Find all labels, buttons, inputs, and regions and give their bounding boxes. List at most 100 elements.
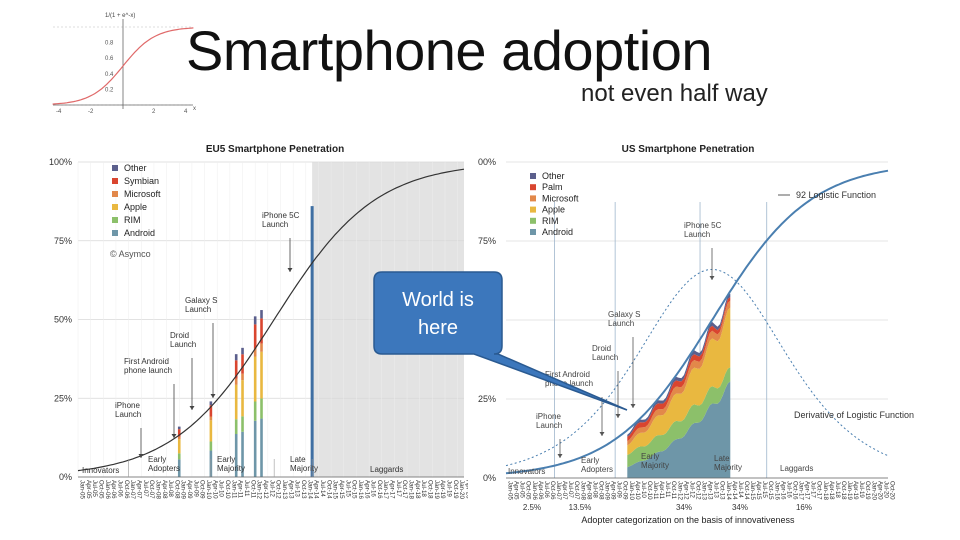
us-x-tick: Oct-18 (840, 481, 847, 500)
us-annotation-line: First Android (545, 370, 590, 379)
us-legend-swatch (530, 184, 536, 191)
eu5-category-label: Late Majority (290, 455, 318, 473)
eu5-x-tick: Jul-16 (370, 480, 377, 497)
eu5-bar-segment-rim (241, 416, 244, 432)
us-x-tick: Jul-05 (519, 481, 526, 498)
eu5-x-tick: Apr-08 (161, 480, 168, 499)
eu5-annotation-line: Launch (170, 340, 196, 349)
eu5-x-tick: Apr-15 (338, 480, 345, 499)
eu5-x-tick: Oct-06 (123, 480, 130, 499)
us-y-tick: 100% (478, 157, 496, 167)
eu5-bar-segment-microsoft (209, 416, 213, 421)
eu5-x-tick: Oct-09 (199, 480, 206, 499)
us-category-share: 34% (676, 503, 692, 512)
eu5-x-tick: Jul-11 (243, 480, 250, 497)
us-x-tick: Jan-10 (628, 481, 635, 500)
us-area-other (627, 293, 731, 437)
eu5-x-tick: Oct-10 (224, 480, 231, 499)
us-x-tick: Jan-18 (822, 481, 829, 500)
eu5-bar-segment-apple (241, 380, 244, 417)
us-annotation-line: Droid (592, 344, 611, 353)
us-annotation-line: iPhone (536, 412, 561, 421)
us-curve-label: 92 Logistic Function (796, 190, 876, 200)
eu5-annotation-line: Droid (170, 331, 189, 340)
eu5-x-tick: Oct-19 (452, 480, 459, 499)
us-x-tick: Oct-09 (622, 481, 629, 500)
eu5-x-tick: Apr-05 (85, 480, 92, 499)
us-y-tick: 75% (478, 236, 496, 246)
us-x-tick: Oct-06 (549, 481, 556, 500)
callout-bubble (373, 271, 628, 411)
eu5-annotation-line: phone launch (124, 366, 172, 375)
eu5-x-tick: Apr-17 (389, 480, 396, 499)
us-category-label-line: Late (714, 454, 730, 463)
eu5-legend-label: Other (124, 163, 147, 173)
us-area-palm (627, 297, 731, 442)
eu5-annotation-arrowhead (189, 406, 195, 410)
eu5-category-label: Early Majority (217, 455, 245, 473)
us-annotation: iPhone Launch (536, 412, 562, 430)
eu5-x-tick: Oct-15 (351, 480, 358, 499)
us-x-tick: Jan-17 (798, 481, 805, 500)
us-annotation-line: phone launch (545, 379, 593, 388)
us-legend-swatch (530, 229, 536, 235)
us-x-tick: Apr-17 (804, 481, 811, 500)
eu5-category-label: Early Adopters (148, 455, 180, 473)
us-legend-label: Other (542, 171, 565, 181)
us-area-rim (627, 367, 731, 468)
us-x-tick: Jul-08 (591, 481, 598, 498)
eu5-bar-segment-symbian (241, 354, 244, 374)
eu5-x-tick: Jul-12 (268, 480, 275, 497)
us-legend-swatch (530, 217, 536, 224)
eu5-bar-segment-other (234, 354, 238, 361)
eu5-annotation-line: Launch (185, 305, 211, 314)
us-annotation-arrowhead (599, 432, 605, 436)
eu5-bar-segment-microsoft (234, 378, 238, 385)
eu5-bar-segment-rim (260, 398, 263, 419)
eu5-x-tick: Jul-05 (91, 480, 98, 497)
eu5-legend-swatch (112, 178, 118, 184)
us-area-apple (627, 307, 731, 455)
world-callout: World is here (373, 271, 628, 411)
eu5-annotation-arrowhead (171, 434, 177, 438)
eu5-x-tick: Apr-07 (135, 480, 142, 499)
eu5-bar-segment-microsoft (241, 373, 244, 381)
eu5-bar-segment-other (260, 310, 263, 319)
us-category-label-line: Majority (714, 463, 742, 472)
us-legend-label: Palm (542, 182, 563, 192)
eu5-legend-label: Android (124, 228, 155, 238)
eu5-annotation-line: Galaxy S (185, 296, 217, 305)
eu5-bar-segment-apple (253, 356, 257, 402)
us-y-tick: 0% (483, 473, 496, 483)
eu5-y-tick: 0% (59, 472, 72, 482)
us-x-tick: Jan-14 (725, 481, 732, 500)
us-x-tick: Apr-06 (537, 481, 544, 500)
us-x-tick: Apr-18 (828, 481, 835, 500)
us-annotation: Droid Launch (592, 344, 618, 362)
sigmoid-x-tick: 4 (184, 109, 188, 115)
us-x-tick: Oct-10 (646, 481, 653, 500)
us-category-share: 34% (732, 503, 748, 512)
eu5-bar-segment-apple (177, 439, 181, 454)
sigmoid-y-tick: 0.8 (105, 41, 114, 47)
eu5-x-tick: Apr-18 (414, 480, 421, 499)
eu5-x-tick: Jan-15 (332, 480, 339, 499)
us-annotation-line: Launch (536, 421, 562, 430)
us-logistic-curve (505, 169, 889, 475)
eu5-bar-segment-microsoft (260, 343, 263, 352)
eu5-x-tick: Jul-10 (218, 480, 225, 497)
eu5-x-tick: Apr-09 (186, 480, 193, 499)
eu5-bar-segment-android (177, 459, 181, 477)
us-x-tick: Jan-15 (749, 481, 756, 500)
eu5-copyright: © Asymco (110, 249, 151, 259)
us-annotation-line: Launch (592, 353, 618, 362)
us-x-tick: Oct-11 (670, 481, 677, 500)
eu5-x-tick: Apr-16 (363, 480, 370, 499)
eu5-x-tick: Apr-06 (110, 480, 117, 499)
us-x-tick: Jul-09 (616, 481, 623, 498)
eu5-x-tick: Oct-12 (275, 480, 282, 499)
us-category-label-line: Innovators (508, 467, 545, 476)
eu5-x-tick: Jan-05 (79, 480, 86, 499)
us-x-tick: Jan-05 (507, 481, 514, 500)
eu5-x-tick: Jul-14 (319, 480, 326, 497)
